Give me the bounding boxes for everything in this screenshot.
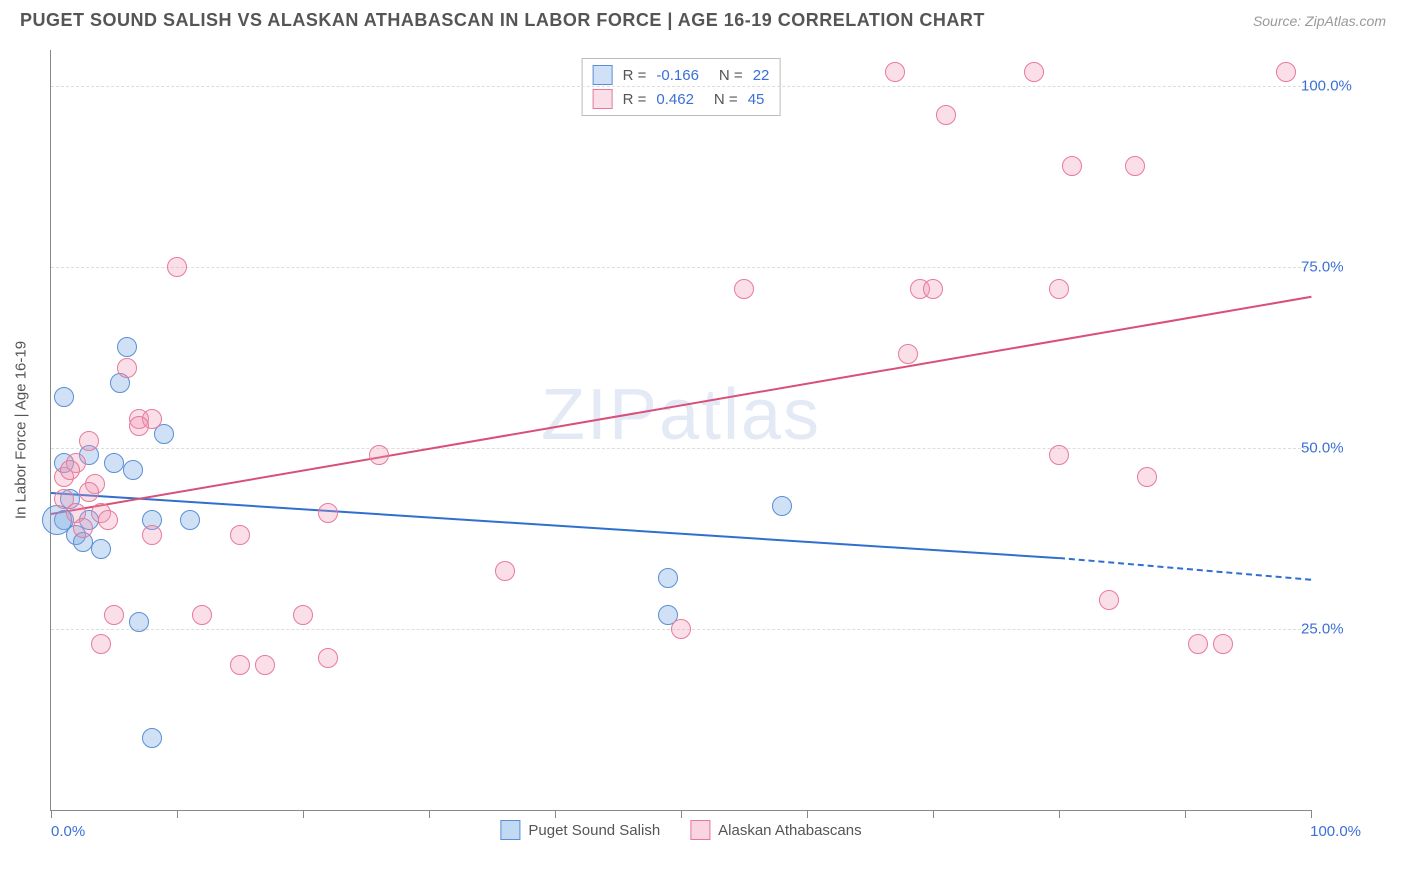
data-point	[192, 605, 212, 625]
data-point	[129, 612, 149, 632]
data-point	[60, 460, 80, 480]
x-tick	[555, 810, 556, 818]
x-tick	[303, 810, 304, 818]
legend-series: Puget Sound Salish Alaskan Athabascans	[500, 820, 861, 840]
y-axis-title: In Labor Force | Age 16-19	[13, 341, 30, 519]
grid-line	[51, 267, 1311, 268]
data-point	[369, 445, 389, 465]
data-point	[91, 634, 111, 654]
data-point	[123, 460, 143, 480]
data-point	[73, 518, 93, 538]
plot-area: ZIPatlas R =-0.166N =22R =0.462N =45 Pug…	[50, 50, 1311, 811]
legend-n-value: 45	[748, 91, 765, 108]
legend-swatch	[593, 65, 613, 85]
legend-series-label: Puget Sound Salish	[528, 822, 660, 839]
data-point	[117, 358, 137, 378]
legend-swatch	[690, 820, 710, 840]
chart-title: PUGET SOUND SALISH VS ALASKAN ATHABASCAN…	[20, 10, 985, 31]
x-axis-min-label: 0.0%	[51, 823, 85, 840]
data-point	[1049, 445, 1069, 465]
legend-swatch	[500, 820, 520, 840]
source-attribution: Source: ZipAtlas.com	[1253, 13, 1386, 29]
data-point	[230, 525, 250, 545]
data-point	[734, 279, 754, 299]
chart-container: ZIPatlas R =-0.166N =22R =0.462N =45 Pug…	[50, 50, 1370, 810]
legend-r-value: 0.462	[656, 91, 694, 108]
data-point	[658, 568, 678, 588]
legend-swatch	[593, 89, 613, 109]
x-tick	[1311, 810, 1312, 818]
data-point	[142, 728, 162, 748]
x-axis-max-label: 100.0%	[1310, 823, 1361, 840]
data-point	[318, 503, 338, 523]
data-point	[671, 619, 691, 639]
data-point	[1125, 156, 1145, 176]
data-point	[1062, 156, 1082, 176]
data-point	[79, 482, 99, 502]
grid-line	[51, 448, 1311, 449]
x-tick	[1059, 810, 1060, 818]
grid-line	[51, 86, 1311, 87]
legend-n-label: N =	[714, 91, 738, 108]
data-point	[885, 62, 905, 82]
data-point	[318, 648, 338, 668]
watermark: ZIPatlas	[541, 374, 821, 456]
data-point	[1213, 634, 1233, 654]
legend-r-value: -0.166	[656, 67, 699, 84]
data-point	[104, 605, 124, 625]
x-tick	[933, 810, 934, 818]
data-point	[1099, 590, 1119, 610]
data-point	[79, 431, 99, 451]
x-tick	[51, 810, 52, 818]
data-point	[117, 337, 137, 357]
legend-series-label: Alaskan Athabascans	[718, 822, 861, 839]
legend-correlation-row: R = 0.462 N = 45	[593, 87, 770, 111]
legend-correlation-row: R = -0.166 N = 22	[593, 63, 770, 87]
data-point	[1188, 634, 1208, 654]
data-point	[230, 655, 250, 675]
data-point	[772, 496, 792, 516]
legend-series-item: Alaskan Athabascans	[690, 820, 861, 840]
x-tick	[681, 810, 682, 818]
data-point	[293, 605, 313, 625]
y-tick-label: 25.0%	[1301, 621, 1361, 638]
data-point	[1049, 279, 1069, 299]
legend-r-label: R =	[623, 67, 647, 84]
trend-line	[51, 492, 1059, 559]
y-tick-label: 50.0%	[1301, 440, 1361, 457]
legend-n-label: N =	[719, 67, 743, 84]
data-point	[1137, 467, 1157, 487]
data-point	[255, 655, 275, 675]
data-point	[91, 539, 111, 559]
data-point	[898, 344, 918, 364]
data-point	[180, 510, 200, 530]
x-tick	[429, 810, 430, 818]
data-point	[1276, 62, 1296, 82]
data-point	[54, 387, 74, 407]
data-point	[167, 257, 187, 277]
legend-r-label: R =	[623, 91, 647, 108]
data-point	[495, 561, 515, 581]
data-point	[104, 453, 124, 473]
y-tick-label: 75.0%	[1301, 259, 1361, 276]
data-point	[1024, 62, 1044, 82]
trend-line-extrapolated	[1059, 557, 1311, 581]
legend-n-value: 22	[753, 67, 770, 84]
y-tick-label: 100.0%	[1301, 78, 1361, 95]
x-tick	[177, 810, 178, 818]
trend-line	[51, 296, 1311, 515]
data-point	[142, 525, 162, 545]
x-tick	[1185, 810, 1186, 818]
legend-series-item: Puget Sound Salish	[500, 820, 660, 840]
data-point	[129, 416, 149, 436]
data-point	[936, 105, 956, 125]
x-tick	[807, 810, 808, 818]
data-point	[923, 279, 943, 299]
data-point	[98, 510, 118, 530]
